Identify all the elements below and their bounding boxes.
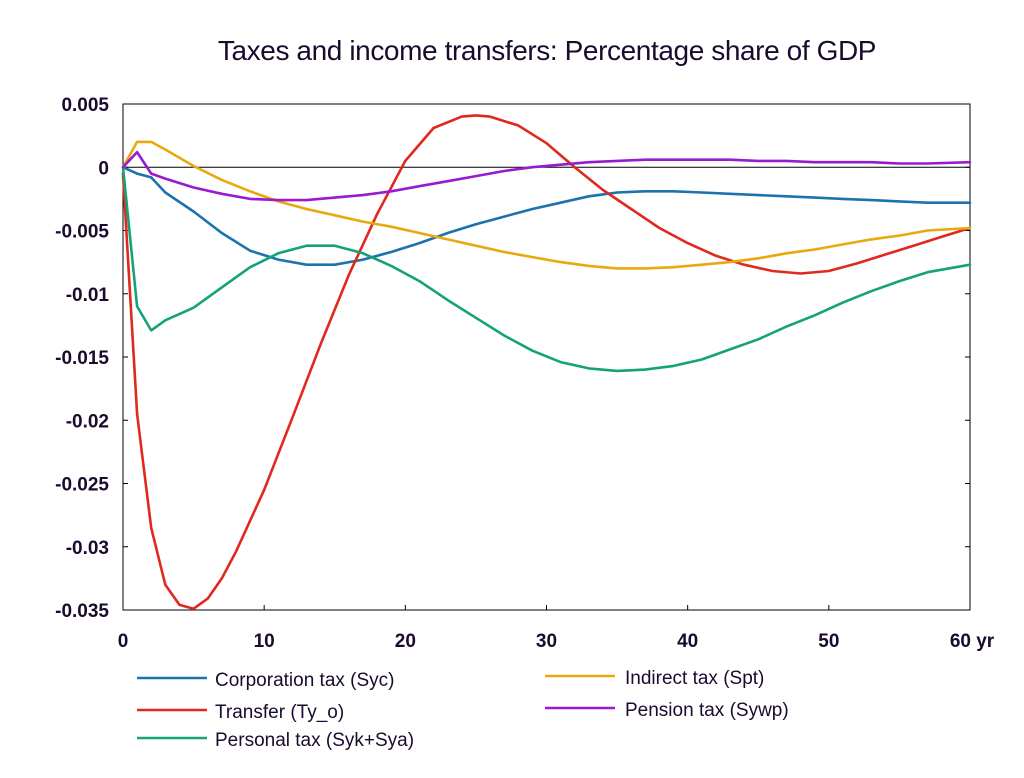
x-tick-label: 60 yr: [950, 631, 995, 652]
x-tick-label: 10: [254, 631, 275, 652]
x-tick-label: 50: [818, 631, 839, 652]
chart-title: Taxes and income transfers: Percentage s…: [218, 35, 876, 66]
y-tick-label: -0.03: [66, 538, 109, 559]
y-tick-label: -0.01: [66, 285, 110, 306]
x-tick-label: 20: [395, 631, 416, 652]
y-tick-label: -0.015: [55, 348, 109, 369]
x-tick-label: 40: [677, 631, 698, 652]
series-line: [121, 140, 972, 270]
legend-label: Indirect tax (Spt): [625, 668, 764, 689]
x-tick-label: 0: [118, 631, 129, 652]
series-line: [121, 114, 972, 610]
y-tick-label: -0.035: [55, 601, 109, 622]
series-line: [121, 150, 972, 202]
legend: Corporation tax (Syc) Transfer (Ty_o) Pers…: [137, 668, 789, 751]
x-tick-label: 30: [536, 631, 557, 652]
y-tick-label: 0.005: [61, 95, 109, 116]
series-line: [121, 165, 972, 266]
y-tick-label: -0.025: [55, 475, 109, 496]
y-tick-label: -0.005: [55, 222, 109, 243]
legend-label: Transfer (Ty_o): [215, 702, 344, 723]
legend-label: Pension tax (Sywp): [625, 700, 789, 721]
y-tick-label: 0: [98, 158, 109, 179]
plot-area: 0.005 0 -0.005 -0.01 -0.015 -0.02 -0.025 -0.03 -…: [55, 95, 995, 652]
y-tick-label: -0.02: [66, 411, 109, 432]
series-line: [121, 165, 972, 373]
legend-label: Personal tax (Syk+Sya): [215, 730, 414, 751]
legend-label: Corporation tax (Syc): [215, 670, 395, 691]
